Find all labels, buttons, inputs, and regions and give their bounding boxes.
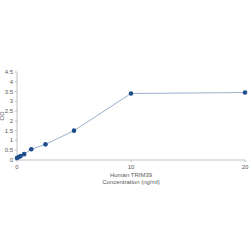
- y-tick-label: 1.5: [5, 128, 14, 134]
- x-tick-label: 10: [128, 164, 135, 170]
- x-tick-label: 0: [15, 164, 19, 170]
- x-axis-label: Human TRIM39Concentration (ng/ml): [102, 172, 160, 185]
- y-tick-label: 4: [10, 79, 14, 85]
- y-tick-label: 3: [10, 98, 14, 104]
- y-tick: [15, 111, 17, 112]
- data-point: [72, 128, 77, 133]
- y-tick-label: 0.5: [5, 147, 14, 153]
- y-tick-label: 2.5: [5, 108, 14, 114]
- chart: 0 0.5 1 1.5 2 2.5 3 3.5 4 4.5 0 10 20 OD Human TRIM39C…: [0, 0, 250, 250]
- y-tick: [15, 150, 17, 151]
- y-tick-label: 2: [10, 118, 14, 124]
- y-tick-label: 4.5: [5, 69, 14, 75]
- data-point: [129, 91, 134, 96]
- x-tick: [245, 160, 246, 162]
- label-line: Concentration (ng/ml): [102, 179, 160, 185]
- y-axis-label: OD: [0, 111, 5, 121]
- data-point: [22, 152, 27, 157]
- y-tick: [15, 72, 17, 73]
- y-tick: [15, 140, 17, 141]
- y-tick: [15, 91, 17, 92]
- y-axis: [17, 72, 18, 160]
- label-line: Human TRIM39: [110, 172, 153, 178]
- y-tick-label: 0: [10, 157, 14, 163]
- y-tick: [15, 101, 17, 102]
- x-tick: [131, 160, 132, 162]
- y-tick: [15, 130, 17, 131]
- data-point: [43, 142, 48, 147]
- data-point: [243, 90, 248, 95]
- data-point: [29, 147, 34, 152]
- y-tick: [15, 120, 17, 121]
- y-tick: [15, 81, 17, 82]
- series-line: [17, 93, 245, 159]
- y-tick-label: 1: [10, 137, 14, 143]
- plot-area: [15, 90, 248, 160]
- x-tick-label: 20: [242, 164, 249, 170]
- y-tick-label: 3.5: [5, 89, 14, 95]
